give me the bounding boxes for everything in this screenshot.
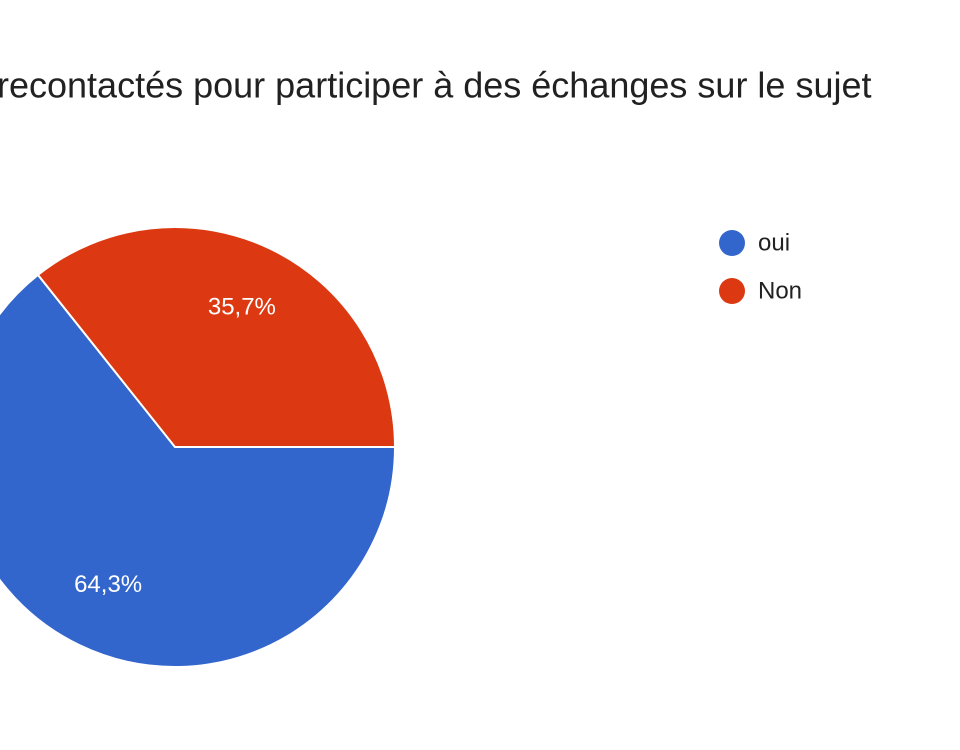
chart-title: recontactés pour participer à des échang… (0, 65, 872, 106)
pie-slice (36, 226, 397, 448)
legend-swatch (719, 278, 745, 304)
pie-slice (0, 273, 397, 668)
slice-label: 35,7% (208, 294, 276, 321)
legend-swatch (719, 230, 745, 256)
legend-label: Non (758, 277, 802, 304)
slice-label: 64,3% (74, 571, 142, 598)
legend-label: oui (758, 229, 790, 256)
